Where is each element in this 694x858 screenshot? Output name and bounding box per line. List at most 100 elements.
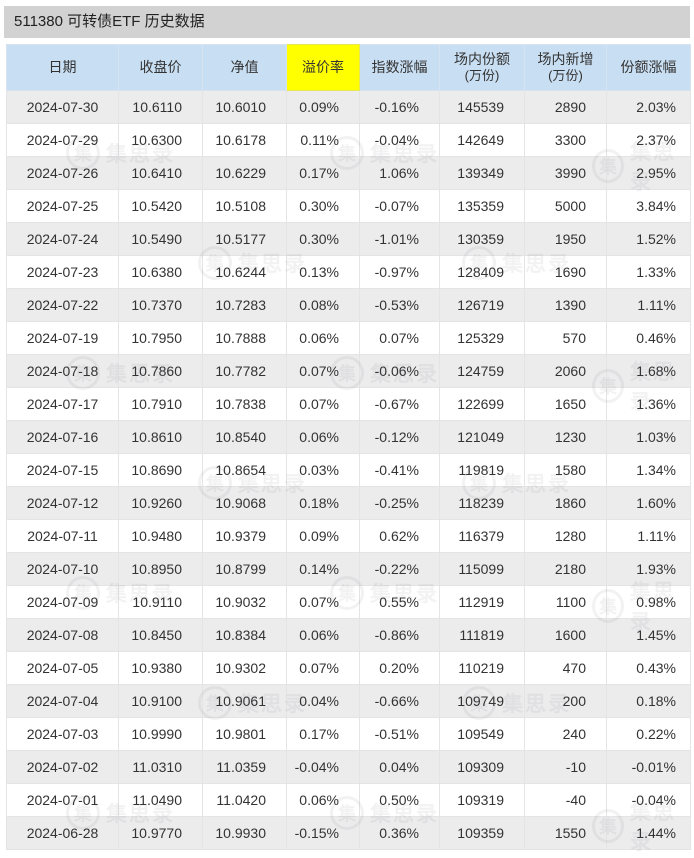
cell-index-change: 0.62%	[359, 519, 440, 553]
cell-shares-change: 0.22%	[606, 717, 691, 751]
cell-index-change: -0.22%	[359, 552, 440, 586]
cell-date: 2024-07-05	[6, 651, 119, 685]
cell-shares-change: 1.52%	[606, 222, 691, 256]
cell-shares-outstanding: 119819	[439, 453, 525, 487]
cell-nav: 10.9068	[202, 486, 287, 520]
cell-index-change: 0.04%	[359, 750, 440, 784]
cell-close-price: 10.9380	[118, 651, 203, 685]
column-header-date[interactable]: 日期	[6, 44, 119, 91]
cell-index-change: -0.12%	[359, 420, 440, 454]
column-header-label: 日期	[48, 58, 77, 75]
table-row: 2024-07-15 10.8690 10.8654 0.03% -0.41% 11981…	[6, 453, 691, 487]
cell-index-change: -0.51%	[359, 717, 440, 751]
cell-shares-new: 5000	[524, 189, 607, 223]
cell-shares-outstanding: 112919	[439, 585, 525, 619]
cell-index-change: 0.07%	[359, 321, 440, 355]
cell-date: 2024-07-09	[6, 585, 119, 619]
cell-shares-outstanding: 109549	[439, 717, 525, 751]
cell-shares-change: 1.33%	[606, 255, 691, 289]
cell-shares-outstanding: 126719	[439, 288, 525, 322]
cell-date: 2024-07-22	[6, 288, 119, 322]
column-header-premium-rate[interactable]: 溢价率	[286, 44, 360, 91]
cell-index-change: 0.55%	[359, 585, 440, 619]
cell-nav: 10.6178	[202, 123, 287, 157]
cell-shares-outstanding: 125329	[439, 321, 525, 355]
table-row: 2024-07-17 10.7910 10.7838 0.07% -0.67% 12269…	[6, 387, 691, 421]
table-row: 2024-07-09 10.9110 10.9032 0.07% 0.55% 112919…	[6, 585, 691, 619]
cell-date: 2024-07-12	[6, 486, 119, 520]
table-row: 2024-07-24 10.5490 10.5177 0.30% -1.01% 13035…	[6, 222, 691, 256]
cell-shares-outstanding: 121049	[439, 420, 525, 454]
table-row: 2024-07-05 10.9380 10.9302 0.07% 0.20% 110219…	[6, 651, 691, 685]
cell-date: 2024-07-01	[6, 783, 119, 817]
cell-premium-rate: 0.07%	[286, 651, 360, 685]
cell-shares-change: 3.84%	[606, 189, 691, 223]
cell-nav: 10.7283	[202, 288, 287, 322]
cell-close-price: 10.9260	[118, 486, 203, 520]
cell-close-price: 10.5490	[118, 222, 203, 256]
column-header-shares-change[interactable]: 份额涨幅	[606, 44, 691, 91]
cell-date: 2024-07-19	[6, 321, 119, 355]
table-row: 2024-07-02 11.0310 11.0359 -0.04% 0.04% 10930…	[6, 750, 691, 784]
cell-shares-change: 1.34%	[606, 453, 691, 487]
page-title: 511380 可转债ETF 历史数据	[4, 6, 690, 38]
cell-close-price: 10.7860	[118, 354, 203, 388]
cell-shares-outstanding: 139349	[439, 156, 525, 190]
cell-premium-rate: 0.13%	[286, 255, 360, 289]
cell-shares-new: 240	[524, 717, 607, 751]
cell-index-change: -0.41%	[359, 453, 440, 487]
cell-shares-new: 570	[524, 321, 607, 355]
cell-shares-new: 1100	[524, 585, 607, 619]
cell-shares-change: -0.01%	[606, 750, 691, 784]
cell-nav: 10.6010	[202, 90, 287, 124]
column-header-nav[interactable]: 净值	[202, 44, 287, 91]
cell-shares-change: 0.43%	[606, 651, 691, 685]
cell-date: 2024-07-03	[6, 717, 119, 751]
cell-shares-new: 2060	[524, 354, 607, 388]
cell-shares-outstanding: 109749	[439, 684, 525, 718]
cell-shares-outstanding: 110219	[439, 651, 525, 685]
cell-shares-change: -0.04%	[606, 783, 691, 817]
cell-nav: 10.8799	[202, 552, 287, 586]
cell-shares-outstanding: 109309	[439, 750, 525, 784]
cell-premium-rate: 0.11%	[286, 123, 360, 157]
cell-shares-change: 1.68%	[606, 354, 691, 388]
column-header-index-change[interactable]: 指数涨幅	[359, 44, 440, 91]
cell-index-change: -0.07%	[359, 189, 440, 223]
cell-shares-outstanding: 115099	[439, 552, 525, 586]
cell-shares-new: -10	[524, 750, 607, 784]
cell-close-price: 10.8950	[118, 552, 203, 586]
cell-close-price: 10.6110	[118, 90, 203, 124]
cell-shares-outstanding: 135359	[439, 189, 525, 223]
cell-close-price: 10.7910	[118, 387, 203, 421]
cell-index-change: 0.20%	[359, 651, 440, 685]
cell-shares-new: 200	[524, 684, 607, 718]
cell-date: 2024-07-16	[6, 420, 119, 454]
cell-index-change: -0.16%	[359, 90, 440, 124]
cell-close-price: 10.8450	[118, 618, 203, 652]
cell-shares-change: 1.60%	[606, 486, 691, 520]
cell-index-change: -0.86%	[359, 618, 440, 652]
cell-premium-rate: 0.08%	[286, 288, 360, 322]
cell-shares-new: 1690	[524, 255, 607, 289]
table-row: 2024-07-23 10.6380 10.6244 0.13% -0.97% 12840…	[6, 255, 691, 289]
column-header-label: 场内份额	[454, 50, 510, 67]
cell-shares-change: 1.93%	[606, 552, 691, 586]
column-header-close-price[interactable]: 收盘价	[118, 44, 203, 91]
cell-premium-rate: 0.06%	[286, 420, 360, 454]
cell-nav: 10.6229	[202, 156, 287, 190]
column-header-shares-outstanding[interactable]: 场内份额 (万份)	[439, 44, 525, 91]
cell-close-price: 10.9480	[118, 519, 203, 553]
cell-date: 2024-07-02	[6, 750, 119, 784]
cell-premium-rate: 0.09%	[286, 519, 360, 553]
column-header-label: 净值	[230, 58, 259, 75]
column-header-unit: (万份)	[548, 68, 583, 84]
cell-premium-rate: 0.07%	[286, 387, 360, 421]
column-header-label: 收盘价	[139, 58, 182, 75]
table-row: 2024-07-19 10.7950 10.7888 0.06% 0.07% 125329…	[6, 321, 691, 355]
cell-premium-rate: -0.04%	[286, 750, 360, 784]
cell-date: 2024-07-18	[6, 354, 119, 388]
column-header-shares-new[interactable]: 场内新增 (万份)	[524, 44, 607, 91]
table-row: 2024-07-08 10.8450 10.8384 0.06% -0.86% 11181…	[6, 618, 691, 652]
cell-index-change: -0.97%	[359, 255, 440, 289]
